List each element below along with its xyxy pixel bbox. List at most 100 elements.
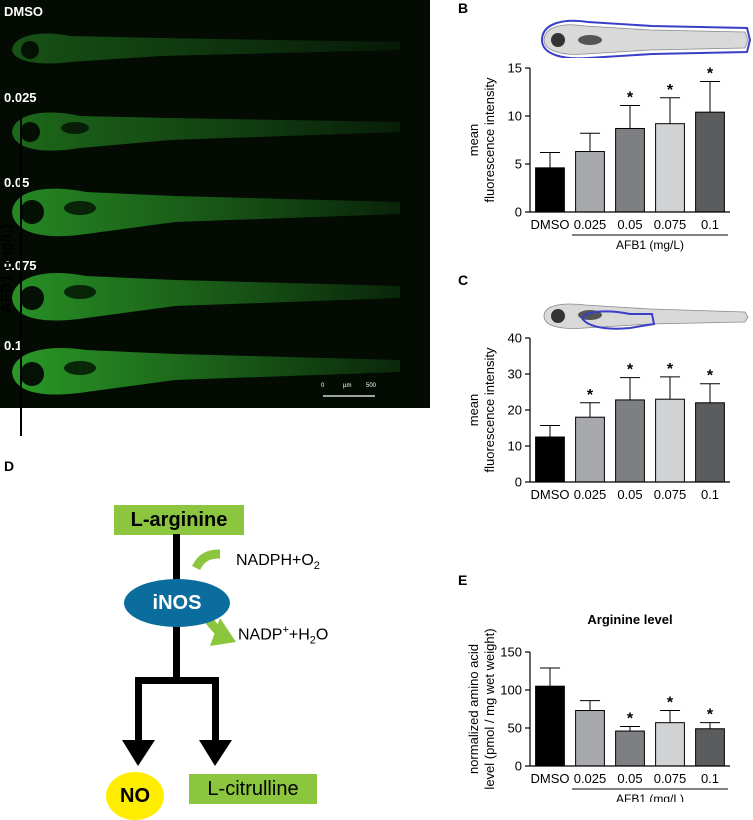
inos-enzyme-node: iNOS [124,579,230,627]
bar [575,710,605,767]
cofactor-in-arrow [191,549,221,571]
larva-0-025 [12,112,400,151]
y-axis-label-line: normalized amino acid [466,644,481,774]
panel-letter-c: C [458,272,469,288]
cofactor-out-c: O [315,626,329,644]
y-axis-label: meanfluorescence intensity [466,77,497,203]
y-tick-label: 5 [515,157,522,172]
bar [655,123,685,213]
bar [535,436,565,483]
bar [695,728,725,767]
right-branch-shaft [212,677,219,741]
significance-marker: * [667,82,674,99]
x-tick-label: 0.05 [617,217,642,232]
x-tick-label: 0.075 [654,771,687,786]
scale-bar-start: 0 [321,383,325,389]
left-arrowhead [122,740,155,766]
afb1-group-label: AFB1 (mg/L) [0,223,16,314]
x-tick-label: 0.1 [701,771,719,786]
afb1-bracket-line [20,114,22,436]
bar [655,398,685,483]
bar [615,730,645,767]
larva-0-1 [12,348,400,395]
y-tick-label: 150 [500,645,522,660]
bar [615,399,645,483]
cofactor-out-label: NADP++H2O [238,624,328,647]
x-group-label: AFB1 (mg/L) [616,792,684,802]
y-axis-label-line: mean [466,124,481,157]
x-tick-label: 0.075 [654,217,687,232]
y-axis-label-line: mean [466,394,481,427]
right-arrowhead [199,740,232,766]
x-tick-label: 0.025 [574,771,607,786]
fluorescence-image-panel: DMSO 0.025 0.05 0.075 0.1 0 µm 500 [0,0,430,408]
left-branch-shaft [135,677,142,741]
fish-label-0-025: 0.025 [4,90,37,105]
significance-marker: * [627,89,634,106]
branch-bar [135,677,219,684]
substrate-box: L-arginine [114,505,244,535]
bar [615,127,645,213]
y-tick-label: 30 [508,367,522,382]
y-axis-label: meanfluorescence intensity [466,347,497,473]
x-tick-label: DMSO [531,217,570,232]
bar [575,151,605,213]
x-tick-label: 0.1 [701,487,719,500]
scale-bar-unit: µm [343,383,352,389]
y-axis-label-line: level (pmol / mg wet weight) [482,628,497,789]
bar [575,416,605,483]
bar [695,111,725,213]
bar [655,722,685,767]
larva-outline-gut-icon [543,303,749,330]
y-tick-label: 10 [508,109,522,124]
panel-letter-b: B [458,0,469,16]
y-tick-label: 0 [515,205,522,220]
significance-marker: * [627,710,634,727]
significance-marker: * [627,362,634,379]
y-tick-label: 40 [508,332,522,346]
chart-title: Arginine level [587,612,672,627]
y-axis-label: normalized amino acidlevel (pmol / mg we… [466,628,497,789]
bar [535,167,565,213]
x-tick-label: DMSO [531,487,570,500]
larva-0-05 [12,188,400,237]
cofactor-out-a: NADP [238,626,283,644]
x-tick-label: 0.05 [617,771,642,786]
cofactor-out-subscript: 2 [309,634,316,647]
y-tick-label: 0 [515,475,522,490]
y-tick-label: 100 [500,683,522,698]
significance-marker: * [707,707,714,724]
x-tick-label: 0.1 [701,217,719,232]
larva-dmso [12,33,400,64]
bar [535,685,565,767]
larva-0-075 [12,272,400,321]
cofactor-in-text: NADPH+O [236,552,314,569]
product-citrulline-box: L-citrulline [189,774,317,804]
cofactor-out-superscript: + [282,624,289,636]
cofactor-in-label: NADPH+O2 [236,552,320,572]
larvae-fluorescence-svg [12,33,400,397]
cofactor-out-b: +H [288,626,310,644]
panel-letter-a: A [6,4,17,20]
y-tick-label: 50 [508,721,522,736]
x-tick-label: 0.05 [617,487,642,500]
panel-letter-d: D [4,458,15,474]
bar [695,402,725,483]
y-tick-label: 20 [508,403,522,418]
significance-marker: * [667,695,674,712]
product-no-node: NO [106,772,164,820]
fish-label-0-05: 0.05 [4,175,30,190]
x-tick-label: 0.025 [574,487,607,500]
y-tick-label: 0 [515,759,522,774]
fish-label-dmso: DMSO [4,4,43,19]
significance-marker: * [587,387,594,404]
x-tick-label: DMSO [531,771,570,786]
y-tick-label: 10 [508,439,522,454]
chart-b-fluorescence: 0 5 10 15 meanfluorescence intensity DMSO 0.02… [466,61,730,252]
y-axis-label-line: fluorescence intensity [482,77,497,203]
x-group-label: AFB1 (mg/L) [616,238,684,252]
scale-bar-end: 500 [366,383,377,389]
cofactor-out-arrowhead [210,618,236,646]
chart-c-fluorescence: 0 10 20 30 40 meanfluorescence intensity DMSO *… [466,332,730,500]
significance-marker: * [667,361,674,378]
